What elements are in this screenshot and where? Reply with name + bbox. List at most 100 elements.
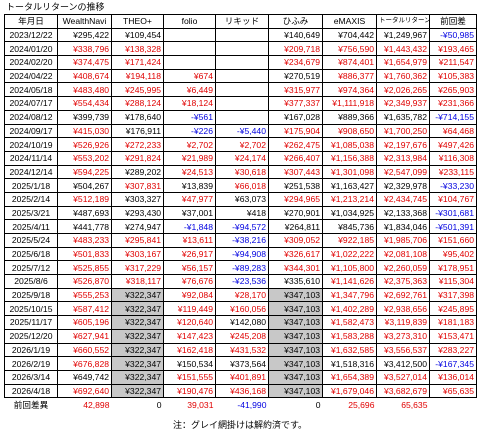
value-cell: ¥889,366 [322, 109, 377, 125]
date-cell: 2024/08/12 [4, 109, 58, 125]
value-cell: ¥176,911 [111, 123, 164, 139]
value-cell: -¥23,536 [215, 274, 269, 289]
value-cell: ¥289,202 [111, 164, 164, 180]
value-cell: ¥3,682,679 [376, 383, 430, 399]
value-cell: ¥193,465 [429, 41, 477, 57]
row: 2024/12/14 ¥594,225 ¥289,202 ¥24,513 ¥30,618… [4, 164, 477, 180]
value-cell: ¥1,105,800 [322, 260, 377, 276]
value-cell: ¥674 [163, 68, 216, 84]
header-cell: folio [163, 14, 216, 29]
value-cell: ¥415,030 [57, 123, 112, 139]
value-cell: ¥504,267 [57, 178, 112, 193]
row: 2024/08/12 ¥399,739 ¥178,640 -¥561 ¥167,028 ¥… [4, 109, 477, 125]
row: 2025/12/20 ¥627,941 ¥322,347 ¥147,423 ¥245,2… [4, 328, 477, 344]
header-cell: 前回差 [429, 14, 477, 29]
value-cell: -¥226 [163, 123, 216, 139]
header-cell: eMAXIS [322, 14, 377, 29]
value-cell: -¥561 [163, 109, 216, 125]
value-cell: ¥2,702 [215, 137, 269, 152]
value-cell: ¥153,471 [429, 328, 477, 344]
value-cell: ¥21,989 [163, 150, 216, 166]
row: 2025/3/21 ¥487,693 ¥293,430 ¥37,001 ¥418 ¥270… [4, 205, 477, 221]
value-cell: ¥587,412 [57, 301, 112, 317]
date-cell: 2026/1/19 [4, 342, 58, 358]
footer-row: 前回差異 42,898 0 39,031 -41,990 0 25,696 65,635 [5, 398, 477, 411]
value-cell: ¥13,611 [163, 233, 216, 248]
value-cell: ¥2,133,368 [376, 205, 430, 221]
value-cell: ¥845,736 [322, 219, 377, 234]
value-cell: ¥272,233 [111, 137, 164, 152]
value-cell: ¥692,640 [57, 383, 112, 399]
row: 2024/11/14 ¥553,202 ¥291,824 ¥21,989 ¥24,174… [4, 150, 477, 166]
value-cell: ¥245,208 [215, 328, 269, 344]
value-cell: ¥95,402 [429, 246, 477, 262]
value-cell: ¥347,103 [268, 315, 323, 330]
date-cell: 2024/02/20 [4, 55, 58, 70]
value-cell: ¥418 [215, 205, 269, 221]
date-cell: 2025/9/18 [4, 287, 58, 303]
value-cell: ¥160,056 [215, 301, 269, 317]
value-cell: ¥922,185 [322, 233, 377, 248]
value-cell: ¥65,635 [429, 383, 477, 399]
value-cell: ¥2,313,984 [376, 150, 430, 166]
value-cell: ¥347,103 [268, 287, 323, 303]
date-cell: 2024/12/14 [4, 164, 58, 180]
header-row: 年月日 WealthNavi THEO+ folio リキッド ひふみ eMAXIS トータル… [4, 14, 477, 29]
value-cell: ¥1,834,046 [376, 219, 430, 234]
date-cell: 2025/2/14 [4, 191, 58, 207]
value-cell: ¥344,301 [268, 260, 323, 276]
row: 2025/5/24 ¥483,233 ¥295,841 ¥13,611 -¥38,216… [4, 233, 477, 248]
value-cell: ¥138,328 [111, 41, 164, 57]
value-cell: ¥326,617 [268, 246, 323, 262]
value-cell: ¥26,917 [163, 246, 216, 262]
row: 2024/05/18 ¥483,480 ¥245,995 ¥6,449 ¥315,977… [4, 82, 477, 98]
value-cell: ¥116,308 [429, 150, 477, 166]
value-cell: ¥1,034,925 [322, 205, 377, 221]
value-cell: ¥30,618 [215, 164, 269, 180]
value-cell: ¥1,760,362 [376, 68, 430, 84]
value-cell: ¥2,260,059 [376, 260, 430, 276]
value-cell: ¥338,796 [57, 41, 112, 57]
value-cell: ¥288,124 [111, 96, 164, 111]
value-cell: -¥1,848 [163, 219, 216, 234]
value-cell: ¥605,196 [57, 315, 112, 330]
value-cell: ¥293,430 [111, 205, 164, 221]
value-cell: ¥317,229 [111, 260, 164, 276]
value-cell: ¥1,700,250 [376, 123, 430, 139]
row: 2024/04/22 ¥408,674 ¥194,118 ¥674 ¥270,519 ¥8… [4, 68, 477, 84]
value-cell: ¥64,468 [429, 123, 477, 139]
value-cell: ¥974,364 [322, 82, 377, 98]
value-cell: ¥322,347 [111, 301, 164, 317]
value-cell: ¥1,141,626 [322, 274, 377, 289]
header-cell: WealthNavi [57, 14, 112, 29]
footer-cell [430, 398, 477, 411]
value-cell: ¥307,443 [268, 164, 323, 180]
value-cell: ¥347,103 [268, 369, 323, 385]
date-cell: 2024/04/22 [4, 68, 58, 84]
value-cell: ¥322,347 [111, 369, 164, 385]
value-cell: ¥483,233 [57, 233, 112, 248]
footer-cell: 39,031 [187, 399, 214, 410]
value-cell: ¥3,412,500 [376, 356, 430, 371]
value-cell: ¥3,556,537 [376, 342, 430, 358]
value-cell: ¥1,402,289 [322, 301, 377, 317]
value-cell: -¥94,908 [215, 246, 269, 262]
row: 2025/4/11 ¥441,778 ¥274,947 -¥1,848 -¥94,572… [4, 219, 477, 234]
value-cell: ¥142,080 [215, 315, 269, 330]
value-cell [215, 68, 269, 84]
value-cell: ¥347,103 [268, 301, 323, 317]
date-cell: 2025/11/17 [4, 315, 58, 330]
value-cell: -¥5,440 [215, 123, 269, 139]
date-cell: 2024/10/19 [4, 137, 58, 152]
value-cell: ¥24,513 [163, 164, 216, 180]
value-cell: -¥301,681 [429, 205, 477, 221]
date-cell: 2026/4/18 [4, 383, 58, 399]
date-cell: 2024/05/18 [4, 82, 58, 98]
value-cell: ¥3,119,839 [376, 315, 430, 330]
value-cell: ¥181,183 [429, 315, 477, 330]
value-cell: ¥1,635,782 [376, 109, 430, 125]
value-cell: ¥2,197,676 [376, 137, 430, 152]
date-cell: 2024/09/17 [4, 123, 58, 139]
date-cell: 2025/3/21 [4, 205, 58, 221]
value-cell: ¥307,831 [111, 178, 164, 193]
